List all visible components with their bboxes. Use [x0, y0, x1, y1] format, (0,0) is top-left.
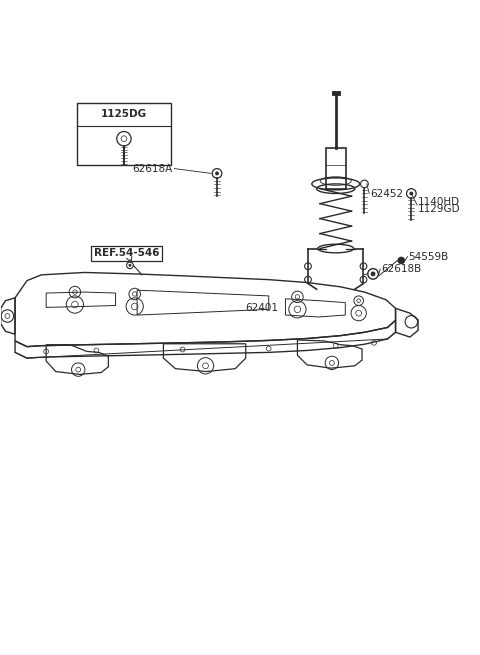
- Text: 62401: 62401: [246, 303, 279, 313]
- Circle shape: [397, 257, 405, 265]
- Text: 62618A: 62618A: [133, 164, 173, 174]
- Text: REF.54-546: REF.54-546: [94, 248, 159, 258]
- Bar: [77, 103, 170, 165]
- Text: 1140HD: 1140HD: [418, 197, 460, 207]
- Bar: [325, 148, 346, 189]
- Text: 1129GD: 1129GD: [418, 204, 461, 214]
- Circle shape: [215, 172, 219, 176]
- Circle shape: [371, 272, 375, 276]
- Text: 62618B: 62618B: [381, 264, 421, 274]
- Text: 54559B: 54559B: [408, 252, 449, 261]
- Circle shape: [409, 191, 413, 195]
- Circle shape: [129, 264, 132, 267]
- Text: 62452: 62452: [370, 189, 403, 199]
- Text: 1125DG: 1125DG: [101, 109, 147, 119]
